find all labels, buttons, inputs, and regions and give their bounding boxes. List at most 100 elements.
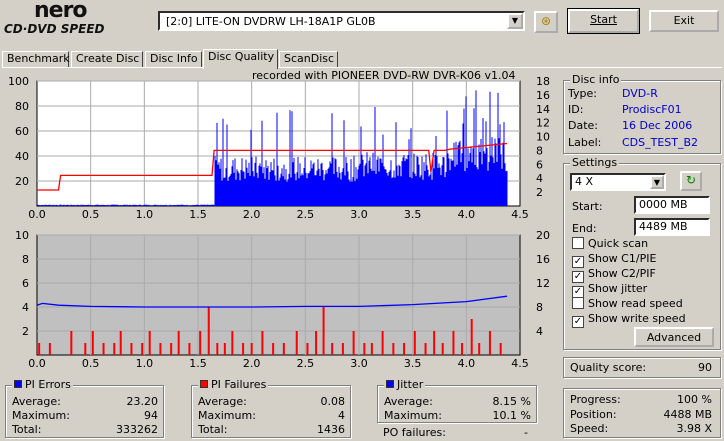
x-tick-label: 2.5: [297, 357, 315, 370]
show-write-speed-checkbox[interactable]: ✓ Show write speed: [572, 312, 686, 328]
quick-scan-checkbox[interactable]: Quick scan: [572, 237, 648, 250]
show-read-speed-checkbox[interactable]: Show read speed: [572, 297, 683, 310]
jitter-maximum-label: Maximum:: [384, 409, 442, 422]
pie-bars: [37, 90, 508, 206]
progress-box: Progress: 100 % Position: 4488 MB Speed:…: [563, 388, 721, 438]
refresh-icon[interactable]: ↻: [680, 171, 702, 191]
y-right-tick-label: 8: [536, 144, 543, 157]
pie-average-value: 23.20: [126, 395, 159, 408]
speed-select[interactable]: 4 X ▼: [570, 173, 666, 191]
tab-scandisc[interactable]: ScanDisc: [279, 51, 338, 68]
checkbox-label: Show write speed: [588, 312, 686, 325]
x-tick-label: 0.5: [82, 208, 100, 221]
x-tick-label: 4.5: [511, 208, 529, 221]
pie-total-value: 333262: [116, 423, 158, 436]
y-right-tick-label: 18: [536, 75, 550, 88]
tab-benchmark[interactable]: Benchmark: [2, 51, 70, 68]
y-right-tick-label: 4: [536, 172, 543, 185]
show-pif-checkbox[interactable]: ✓ Show C2/PIF: [572, 267, 656, 283]
tab-disc-quality[interactable]: Disc Quality: [203, 49, 278, 69]
speed-line: [37, 142, 508, 191]
checkbox-label: Quick scan: [588, 237, 649, 250]
quality-score-box: Quality score: 90: [563, 357, 721, 378]
tab-panel-border: [2, 67, 722, 68]
pif-plot-area: [36, 234, 521, 356]
x-tick-label: 3.5: [404, 357, 422, 370]
disc-label-value: CDS_TEST_B2: [622, 136, 699, 149]
exit-button-label: Exit: [673, 14, 695, 27]
y-left-tick-label: 40: [15, 150, 29, 163]
x-tick-label: 1.0: [136, 208, 154, 221]
x-tick-label: 2.0: [243, 357, 261, 370]
x-tick-label: 2.0: [243, 208, 261, 221]
y-right-tick-label: 8: [536, 301, 543, 314]
x-tick-label: 1.5: [189, 357, 207, 370]
check-icon[interactable]: ✓: [572, 271, 584, 283]
pie-color-icon: [14, 380, 22, 388]
tab-disc-info[interactable]: Disc Info: [145, 51, 202, 68]
advanced-button[interactable]: Advanced: [634, 327, 714, 347]
pif-maximum-label: Maximum:: [198, 409, 256, 422]
advanced-button-label: Advanced: [646, 331, 702, 344]
x-tick-label: 4.0: [458, 357, 476, 370]
x-tick-label: 0.0: [28, 357, 46, 370]
check-icon[interactable]: ✓: [572, 256, 584, 268]
pie-average-label: Average:: [12, 395, 61, 408]
checkbox-box[interactable]: [572, 237, 584, 249]
pif-total-label: Total:: [198, 423, 228, 436]
chevron-down-icon[interactable]: ▼: [650, 175, 664, 189]
pif-average-label: Average:: [198, 395, 247, 408]
checkbox-label: Show jitter: [588, 282, 648, 295]
checkbox-box[interactable]: [572, 297, 584, 309]
disc-info-title: Disc info: [570, 73, 622, 86]
end-field-value: 4489 MB: [639, 220, 688, 233]
y-right-tick-label: 14: [536, 103, 550, 116]
pif-maximum-value: 4: [338, 409, 345, 422]
disc-type-label: Type:: [568, 87, 597, 100]
settings-title: Settings: [570, 156, 620, 169]
y-left-tick-label: 10: [15, 229, 29, 242]
tab-label: Create Disc: [76, 52, 140, 65]
x-tick-label: 1.0: [136, 357, 154, 370]
show-jitter-checkbox[interactable]: ✓ Show jitter: [572, 282, 647, 298]
speed-value: 3.98 X: [676, 422, 712, 435]
jitter-title-text: Jitter: [397, 378, 424, 391]
settings-group: Settings 4 X ▼ ↻ Start: 0000 MB End: 448…: [563, 157, 721, 350]
disc-date-label: Date:: [568, 119, 598, 132]
tab-label: ScanDisc: [284, 52, 335, 65]
start-button-label: Start: [590, 13, 617, 26]
tab-create-disc[interactable]: Create Disc: [71, 51, 143, 68]
y-left-tick-label: 20: [15, 175, 29, 188]
y-right-tick-label: 10: [536, 131, 550, 144]
drive-select[interactable]: [2:0] LITE-ON DVDRW LH-18A1P GL0B ▼: [158, 11, 525, 31]
pif-total-value: 1436: [317, 423, 345, 436]
recorded-with-label: recorded with PIONEER DVD-RW DVR-K06 v1.…: [252, 69, 516, 82]
check-icon[interactable]: ✓: [572, 316, 584, 328]
quality-score-label: Quality score:: [570, 361, 647, 374]
exit-button[interactable]: Exit: [649, 10, 719, 32]
end-field[interactable]: 4489 MB: [634, 218, 710, 236]
start-field[interactable]: 0000 MB: [634, 196, 710, 214]
y-right-tick-label: 6: [536, 158, 543, 171]
pi-errors-title-text: PI Errors: [25, 378, 71, 391]
position-value: 4488 MB: [663, 408, 712, 421]
start-button[interactable]: Start: [567, 8, 640, 34]
x-tick-label: 4.0: [458, 208, 476, 221]
pi-failures-group: PI Failures Average: 0.08 Maximum: 4 Tot…: [191, 379, 351, 438]
drive-eject-button[interactable]: ⊛: [534, 11, 558, 33]
quality-score-value: 90: [698, 361, 712, 374]
jitter-average-label: Average:: [384, 395, 433, 408]
chevron-down-icon[interactable]: ▼: [507, 13, 523, 29]
y-right-tick-label: 12: [536, 117, 550, 130]
y-right-tick-label: 12: [536, 277, 550, 290]
jitter-line: [36, 295, 508, 308]
end-field-label: End:: [572, 222, 597, 235]
y-left-tick-label: 4: [22, 301, 29, 314]
y-left-tick-label: 6: [22, 277, 29, 290]
position-label: Position:: [570, 408, 617, 421]
pie-maximum-value: 94: [144, 409, 158, 422]
y-right-tick-label: 16: [536, 253, 550, 266]
po-failures-label: PO failures:: [383, 426, 446, 439]
show-pie-checkbox[interactable]: ✓ Show C1/PIE: [572, 252, 656, 268]
y-right-tick-label: 2: [536, 186, 543, 199]
